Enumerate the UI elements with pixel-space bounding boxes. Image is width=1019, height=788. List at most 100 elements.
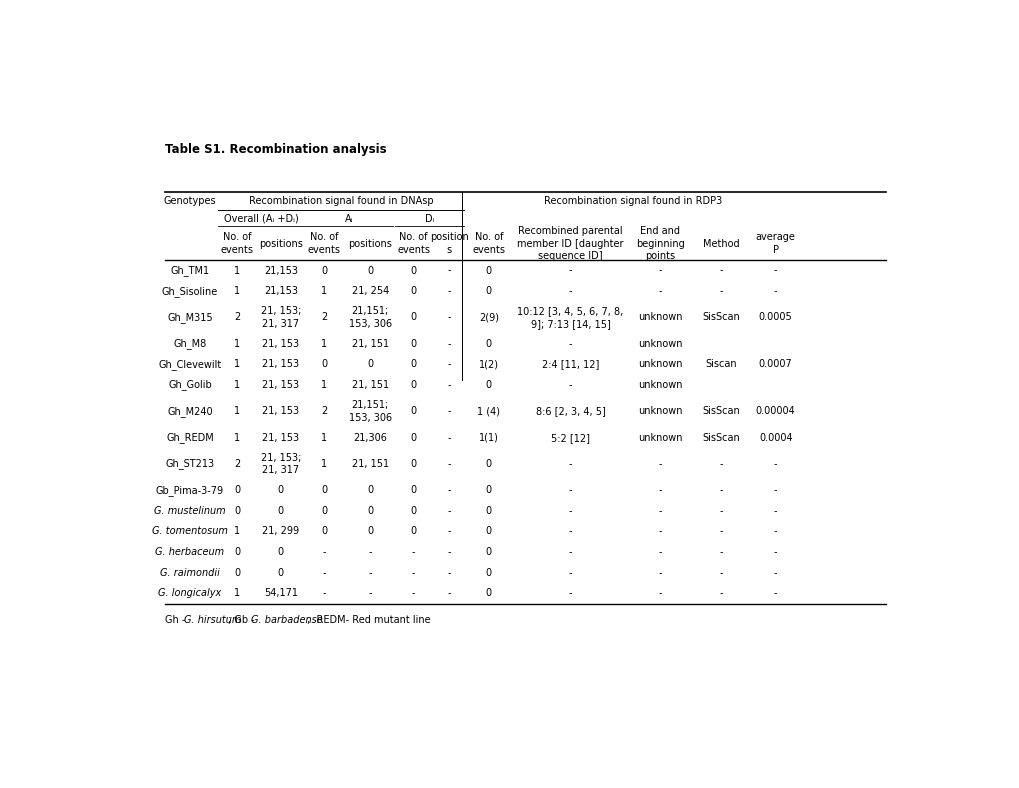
Text: 0: 0 (321, 359, 327, 370)
Text: -: - (569, 380, 572, 390)
Text: Gh_Golib: Gh_Golib (168, 380, 212, 391)
Text: -: - (447, 313, 450, 322)
Text: -: - (658, 485, 661, 495)
Text: -: - (322, 547, 326, 557)
Text: 0: 0 (277, 506, 283, 516)
Text: 1: 1 (321, 286, 327, 296)
Text: 1: 1 (321, 459, 327, 469)
Text: -: - (773, 506, 776, 516)
Text: -: - (569, 459, 572, 469)
Text: 0: 0 (485, 266, 491, 276)
Text: 0: 0 (485, 567, 491, 578)
Text: -: - (447, 485, 450, 495)
Text: -: - (447, 433, 450, 443)
Text: Recombination signal found in DNAsp: Recombination signal found in DNAsp (249, 196, 433, 206)
Text: -: - (718, 547, 722, 557)
Text: No. of
events: No. of events (308, 232, 340, 255)
Text: 0: 0 (485, 506, 491, 516)
Text: -: - (773, 485, 776, 495)
Text: positions: positions (259, 239, 303, 248)
Text: 0: 0 (367, 506, 373, 516)
Text: -: - (412, 589, 415, 598)
Text: Gh_M8: Gh_M8 (173, 338, 207, 349)
Text: No. of
events: No. of events (472, 232, 504, 255)
Text: Gh_Sisoline: Gh_Sisoline (162, 286, 218, 296)
Text: 0.0005: 0.0005 (758, 313, 792, 322)
Text: 0: 0 (321, 266, 327, 276)
Text: 21,306: 21,306 (353, 433, 387, 443)
Text: 2: 2 (234, 313, 240, 322)
Text: position
s: position s (429, 232, 468, 255)
Text: unknown: unknown (638, 339, 682, 349)
Text: -: - (658, 589, 661, 598)
Text: unknown: unknown (638, 433, 682, 443)
Text: 0: 0 (485, 459, 491, 469)
Text: 0: 0 (411, 339, 417, 349)
Text: SisScan: SisScan (702, 407, 740, 416)
Text: -: - (658, 266, 661, 276)
Text: 54,171: 54,171 (264, 589, 298, 598)
Text: -: - (773, 567, 776, 578)
Text: 1: 1 (321, 380, 327, 390)
Text: Gh_M315: Gh_M315 (167, 312, 213, 323)
Text: Gh_M240: Gh_M240 (167, 406, 213, 417)
Text: Method: Method (702, 239, 739, 248)
Text: 0.0004: 0.0004 (758, 433, 792, 443)
Text: 0: 0 (367, 485, 373, 495)
Text: Gh_REDM: Gh_REDM (166, 432, 214, 443)
Text: 1: 1 (234, 339, 240, 349)
Text: 0: 0 (411, 313, 417, 322)
Text: -: - (718, 506, 722, 516)
Text: -: - (569, 286, 572, 296)
Text: -: - (773, 266, 776, 276)
Text: Aᵢ: Aᵢ (344, 214, 354, 224)
Text: -: - (569, 526, 572, 537)
Text: 0: 0 (234, 506, 240, 516)
Text: G. raimondii: G. raimondii (160, 567, 220, 578)
Text: -: - (368, 589, 372, 598)
Text: Genotypes: Genotypes (163, 196, 216, 206)
Text: 2: 2 (234, 459, 240, 469)
Text: average
P: average P (755, 232, 795, 255)
Text: -: - (447, 380, 450, 390)
Text: -: - (773, 459, 776, 469)
Text: 0: 0 (411, 407, 417, 416)
Text: 1: 1 (234, 380, 240, 390)
Text: 21, 153: 21, 153 (262, 433, 300, 443)
Text: -: - (569, 567, 572, 578)
Text: G. tomentosum: G. tomentosum (152, 526, 227, 537)
Text: -: - (658, 567, 661, 578)
Text: 21,151;
153, 306: 21,151; 153, 306 (348, 400, 391, 422)
Text: 2(9): 2(9) (478, 313, 498, 322)
Text: 1: 1 (321, 433, 327, 443)
Text: 0: 0 (234, 547, 240, 557)
Text: 1: 1 (234, 407, 240, 416)
Text: Gh_Clevewilt: Gh_Clevewilt (158, 359, 221, 370)
Text: -: - (569, 589, 572, 598)
Text: -: - (322, 589, 326, 598)
Text: ; Gb -: ; Gb - (228, 615, 258, 625)
Text: 0: 0 (277, 547, 283, 557)
Text: 21, 151: 21, 151 (352, 459, 388, 469)
Text: -: - (412, 547, 415, 557)
Text: 1: 1 (234, 433, 240, 443)
Text: -: - (658, 286, 661, 296)
Text: -: - (447, 339, 450, 349)
Text: 21, 254: 21, 254 (352, 286, 388, 296)
Text: 21, 153;
21, 317: 21, 153; 21, 317 (261, 453, 301, 475)
Text: -: - (569, 266, 572, 276)
Text: 1(1): 1(1) (478, 433, 498, 443)
Text: Dᵢ: Dᵢ (424, 214, 434, 224)
Text: -: - (569, 485, 572, 495)
Text: -: - (718, 459, 722, 469)
Text: G. herbaceum: G. herbaceum (155, 547, 224, 557)
Text: 21, 153;
21, 317: 21, 153; 21, 317 (261, 307, 301, 329)
Text: -: - (447, 286, 450, 296)
Text: 0.00004: 0.00004 (755, 407, 795, 416)
Text: -: - (447, 547, 450, 557)
Text: 0: 0 (411, 459, 417, 469)
Text: -: - (658, 506, 661, 516)
Text: Recombination signal found in RDP3: Recombination signal found in RDP3 (543, 196, 721, 206)
Text: G. mustelinum: G. mustelinum (154, 506, 225, 516)
Text: -: - (718, 567, 722, 578)
